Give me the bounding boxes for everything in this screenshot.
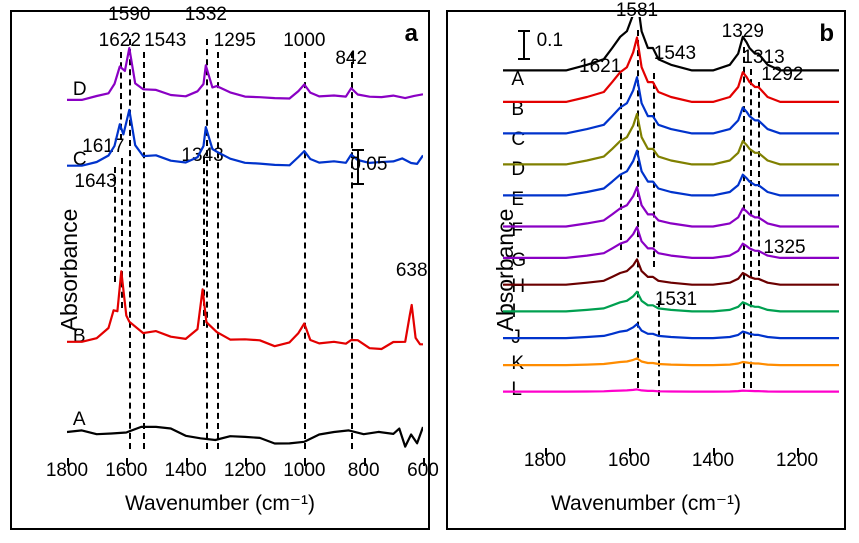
panel-a-plot: 1622159015431332129510008421617164313436… — [67, 17, 423, 458]
xtick-label: 1800 — [524, 450, 566, 472]
panel-b-plot: 16211581154313291313129213251531ABCDEFGH… — [503, 17, 839, 448]
xtick-label: 1000 — [283, 460, 325, 482]
panel-a: a Absorbance Wavenumber (cm⁻¹) 162215901… — [10, 10, 430, 530]
xtick-label: 800 — [348, 460, 380, 482]
xtick-label: 1400 — [692, 450, 734, 472]
scale-bar — [523, 30, 525, 60]
panel-b-xlabel: Wavenumber (cm⁻¹) — [551, 491, 741, 516]
panel-b: b Absorbance Wavenumber (cm⁻¹) 162115811… — [446, 10, 846, 530]
series-C — [503, 77, 839, 133]
series-K — [503, 358, 839, 365]
xtick-label: 1600 — [608, 450, 650, 472]
series-D — [67, 48, 423, 100]
series-A — [67, 427, 423, 447]
series-G — [503, 227, 839, 258]
xtick-label: 1200 — [224, 460, 266, 482]
series-J — [503, 324, 839, 338]
xtick-label: 1200 — [776, 450, 818, 472]
series-H — [503, 259, 839, 284]
xtick-label: 1800 — [46, 460, 88, 482]
series-I — [503, 292, 839, 312]
xtick-label: 1400 — [165, 460, 207, 482]
series-D — [503, 114, 839, 164]
scale-bar-label: 0.1 — [537, 30, 563, 52]
series-L — [503, 389, 839, 391]
xtick-label: 1600 — [105, 460, 147, 482]
panel-a-xlabel: Wavenumber (cm⁻¹) — [125, 491, 315, 516]
series-E — [503, 151, 839, 196]
scale-bar-label: 0.05 — [350, 154, 387, 176]
series-B — [67, 271, 423, 349]
xtick-label: 600 — [407, 460, 439, 482]
